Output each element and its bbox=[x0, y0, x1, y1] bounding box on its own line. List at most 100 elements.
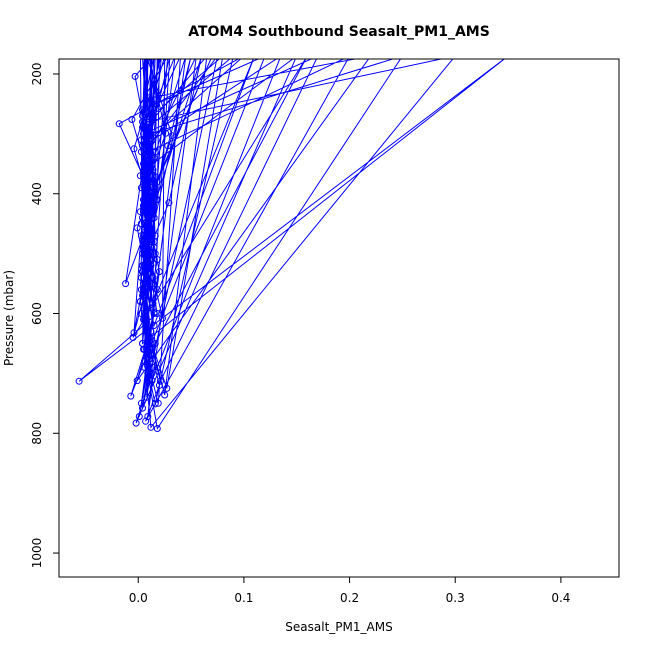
data-point bbox=[151, 190, 159, 198]
data-point bbox=[164, 142, 172, 150]
data-point bbox=[147, 250, 155, 258]
data-point bbox=[140, 292, 147, 299]
data-point bbox=[139, 340, 146, 347]
data-point bbox=[163, 384, 171, 392]
series-line-0 bbox=[78, 59, 506, 430]
x-tick-label: 0.2 bbox=[340, 591, 359, 605]
data-point bbox=[155, 268, 163, 276]
data-point bbox=[147, 328, 155, 335]
data-point bbox=[133, 224, 141, 232]
data-point bbox=[141, 316, 149, 323]
data-point bbox=[131, 72, 139, 80]
x-axis: 0.0 0.1 0.2 0.3 0.4 bbox=[129, 577, 570, 605]
data-point bbox=[145, 213, 153, 221]
data-point bbox=[149, 202, 157, 210]
data-point bbox=[144, 250, 152, 258]
data-point bbox=[147, 202, 155, 210]
y-tick-label: 1000 bbox=[30, 538, 44, 569]
plot-frame bbox=[58, 58, 620, 578]
y-tick-label: 600 bbox=[30, 302, 44, 325]
x-tick-label: 0.0 bbox=[129, 591, 148, 605]
x-tick-label: 0.4 bbox=[551, 591, 570, 605]
data-point bbox=[128, 116, 136, 123]
data-point bbox=[141, 345, 149, 353]
data-point bbox=[148, 345, 156, 353]
data-point bbox=[148, 377, 156, 385]
data-point bbox=[130, 329, 138, 337]
data-point bbox=[133, 377, 141, 385]
data-point bbox=[146, 238, 154, 246]
data-point bbox=[136, 298, 144, 305]
data-point bbox=[153, 286, 161, 294]
plot-area bbox=[75, 59, 506, 432]
data-point bbox=[137, 232, 145, 240]
data-point bbox=[141, 226, 149, 234]
data-point bbox=[137, 220, 145, 228]
data-point bbox=[156, 377, 164, 385]
data-point bbox=[161, 391, 169, 399]
data-point bbox=[132, 419, 140, 427]
data-point bbox=[147, 130, 155, 138]
x-axis-label: Seasalt_PM1_AMS bbox=[285, 620, 392, 634]
data-point bbox=[152, 100, 160, 108]
data-point bbox=[143, 262, 151, 270]
data-point bbox=[149, 299, 157, 307]
data-point bbox=[147, 423, 155, 431]
data-point bbox=[144, 280, 152, 288]
data-point bbox=[145, 196, 153, 204]
data-point bbox=[75, 377, 83, 385]
y-axis-label: Pressure (mbar) bbox=[2, 270, 16, 366]
data-point bbox=[139, 112, 146, 120]
data-point bbox=[137, 286, 145, 294]
y-axis: 200 400 600 800 1000 bbox=[30, 63, 59, 569]
data-point bbox=[165, 199, 173, 207]
data-point bbox=[148, 172, 156, 180]
data-point bbox=[141, 244, 149, 252]
data-point bbox=[142, 286, 150, 294]
data-point bbox=[136, 208, 144, 216]
data-point bbox=[149, 274, 157, 282]
data-point bbox=[145, 94, 153, 102]
data-point bbox=[129, 334, 137, 341]
data-point bbox=[151, 148, 159, 156]
chart-title: ATOM4 Southbound Seasalt_PM1_AMS bbox=[188, 24, 490, 40]
data-point bbox=[144, 124, 152, 132]
data-point bbox=[136, 172, 144, 180]
data-point bbox=[141, 363, 149, 371]
data-point bbox=[142, 178, 150, 186]
data-point bbox=[153, 256, 161, 264]
data-point bbox=[151, 232, 159, 240]
data-point bbox=[150, 214, 158, 222]
data-point bbox=[162, 129, 170, 137]
data-point bbox=[153, 310, 161, 317]
data-point bbox=[155, 381, 163, 389]
data-point bbox=[151, 400, 159, 408]
data-point bbox=[144, 369, 152, 377]
data-point bbox=[143, 393, 151, 401]
data-point bbox=[137, 310, 145, 317]
data-point bbox=[153, 425, 161, 432]
data-point bbox=[149, 136, 157, 144]
x-tick-label: 0.3 bbox=[446, 591, 465, 605]
data-point bbox=[143, 226, 151, 234]
data-point bbox=[147, 190, 155, 198]
data-point bbox=[149, 363, 157, 371]
data-point bbox=[150, 322, 158, 329]
y-tick-label: 200 bbox=[30, 63, 44, 86]
data-point bbox=[159, 314, 166, 322]
data-point bbox=[145, 160, 153, 168]
data-point bbox=[137, 399, 145, 407]
data-point bbox=[151, 340, 159, 347]
data-point bbox=[144, 413, 152, 420]
data-point bbox=[135, 413, 143, 420]
data-point bbox=[141, 160, 149, 168]
data-point bbox=[153, 178, 161, 186]
data-point bbox=[143, 166, 151, 174]
data-point bbox=[153, 196, 161, 204]
data-point bbox=[141, 148, 149, 156]
data-point bbox=[130, 145, 138, 153]
data-point bbox=[140, 196, 147, 204]
data-point bbox=[139, 250, 146, 258]
data-point bbox=[139, 404, 146, 412]
